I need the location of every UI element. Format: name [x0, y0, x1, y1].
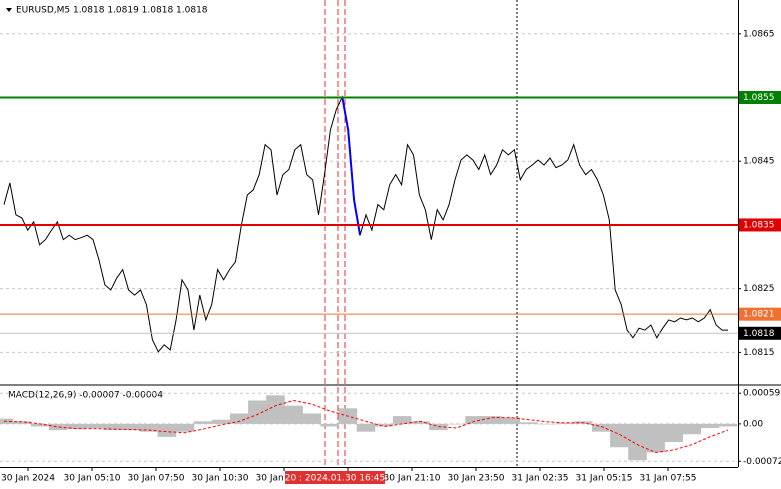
- x-tick-label: 30 Jan 07:50: [128, 474, 185, 484]
- macd-bar: [592, 423, 611, 432]
- price-line: [341, 96, 362, 236]
- level-label-bg: [739, 326, 781, 340]
- macd-bar: [646, 423, 665, 453]
- macd-title: MACD(12,26,9) -0.00007 -0.00004: [8, 391, 163, 401]
- macd-bar: [103, 423, 122, 431]
- macd-bar: [30, 423, 50, 427]
- macd-bar: [320, 423, 340, 427]
- y-tick-label: 0.00: [743, 419, 763, 429]
- menu-triangle: [6, 8, 12, 12]
- x-tick-label: 30 Jan 05:10: [64, 474, 121, 484]
- macd-bar: [85, 423, 104, 429]
- macd-bar: [392, 416, 412, 424]
- macd-bar: [519, 422, 539, 424]
- macd-bar: [537, 423, 557, 425]
- y-tick-label: 1.0825: [743, 284, 775, 294]
- y-tick-label: 1.0845: [743, 157, 775, 167]
- macd-bar: [266, 395, 285, 424]
- x-tick-label: 30 Jan 10:30: [192, 474, 249, 484]
- y-tick-label: 1.0865: [743, 29, 775, 39]
- macd-bar: [501, 417, 521, 424]
- macd-bar: [121, 423, 140, 431]
- macd-bar: [465, 416, 484, 424]
- price-line: [3, 95, 728, 353]
- x-tick-label: 30 Jan 23:50: [448, 474, 505, 484]
- level-label: 1.0818: [743, 329, 775, 339]
- y-tick-label: 1.0815: [743, 348, 775, 358]
- x-tick-label: 30 Jan 2024: [1, 474, 55, 484]
- macd-bar: [374, 423, 394, 427]
- macd-bar: [211, 419, 231, 424]
- macd-bar: [718, 423, 738, 427]
- x-tick-label: 30 Jan 21:10: [384, 474, 441, 484]
- time-markers: [324, 0, 346, 467]
- macd-bar: [284, 405, 303, 424]
- macd-bar: [175, 423, 195, 432]
- macd-bar: [139, 423, 159, 432]
- y-tick-label: -0.00072: [743, 457, 781, 467]
- macd-bar: [193, 421, 213, 424]
- price-line: [3, 399, 729, 454]
- macd-bar: [610, 423, 629, 448]
- x-tick-label: 30 Jan 13:10: [256, 474, 313, 484]
- macd-bar: [411, 421, 430, 424]
- macd-bar: [49, 423, 68, 431]
- macd-bar: [682, 423, 702, 435]
- macd-bar: [664, 423, 683, 443]
- macd-bar: [230, 413, 249, 424]
- level-label: 1.0855: [743, 93, 775, 103]
- macd-bar: [555, 422, 575, 424]
- x-tick-label: 31 Jan 07:55: [640, 474, 697, 484]
- x-tick-label: 31 Jan 02:35: [512, 474, 569, 484]
- cursor-time-label: 20 : 2024.01.30 16:45: [285, 474, 386, 484]
- macd-bar: [628, 423, 647, 461]
- x-tick-label: 31 Jan 05:15: [576, 474, 633, 484]
- level-label: 1.0835: [743, 220, 775, 230]
- cursor-time-bg: [285, 471, 385, 484]
- macd-bar: [157, 423, 177, 437]
- macd-bar: [67, 423, 86, 430]
- chart-title: EURUSD,M5 1.0818 1.0819 1.0818 1.0818: [16, 6, 208, 16]
- macd-bar: [302, 413, 321, 424]
- macd-bar: [248, 400, 267, 424]
- macd-bar: [700, 423, 720, 429]
- level-label-bg: [739, 307, 781, 321]
- macd-bar: [356, 423, 376, 432]
- macd-bar: [12, 421, 32, 424]
- level-label: 1.0821: [743, 310, 775, 320]
- level-label-bg: [739, 91, 781, 105]
- macd-bar: [483, 416, 502, 424]
- y-tick-label: 0.00059: [743, 389, 780, 399]
- level-label-bg: [739, 218, 781, 232]
- macd-bar: [447, 423, 466, 425]
